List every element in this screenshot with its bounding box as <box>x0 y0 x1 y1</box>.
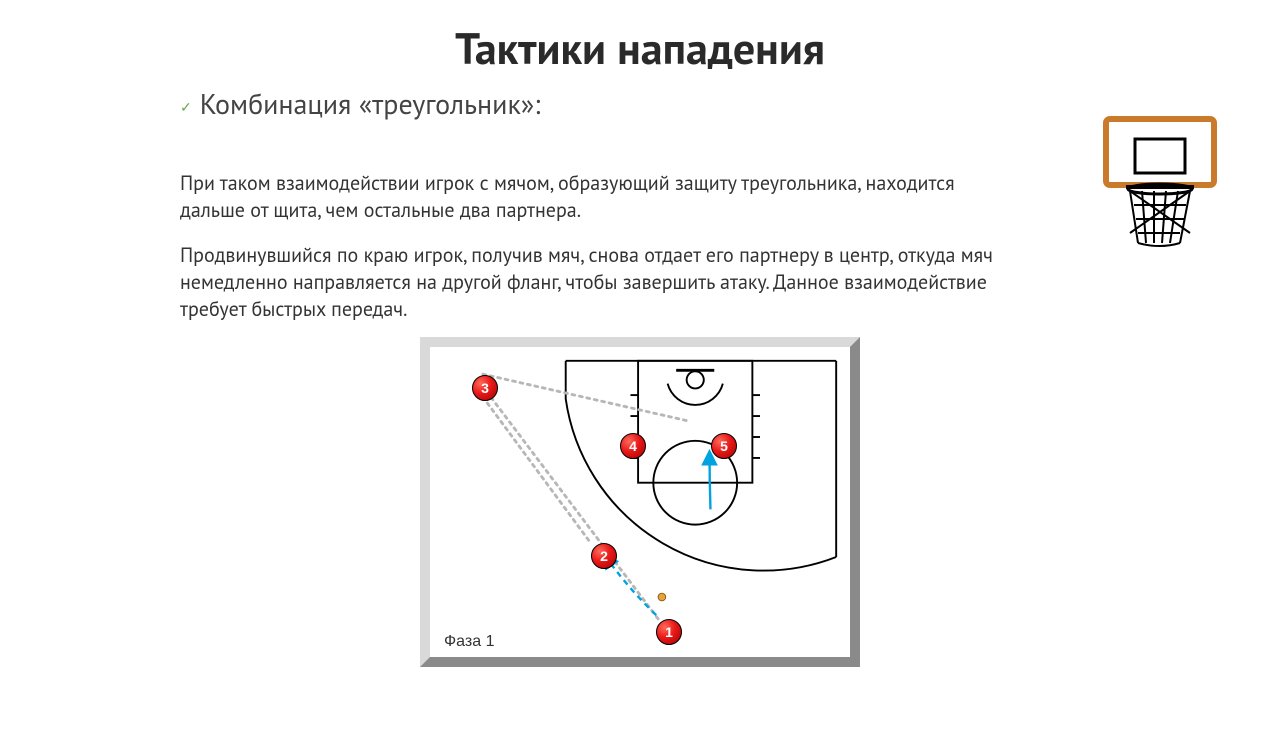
diagram-frame: 1 2 3 4 5 Фаза 1 <box>420 337 860 667</box>
player-4: 4 <box>620 433 646 459</box>
diagram-caption: Фаза 1 <box>444 633 494 651</box>
player-3: 3 <box>472 375 498 401</box>
basketball-hoop-icon <box>1100 115 1220 255</box>
player-5: 5 <box>711 433 737 459</box>
subtitle-text: Комбинация «треугольник»: <box>200 85 541 122</box>
check-icon: ✓ <box>180 98 192 116</box>
player-1: 1 <box>656 619 682 645</box>
page-title: Тактики нападения <box>0 20 1280 77</box>
player-2: 2 <box>591 543 617 569</box>
court-svg <box>440 357 840 650</box>
play-diagram: 1 2 3 4 5 Фаза 1 <box>420 337 860 667</box>
paragraph-2: Продвинувшийся по краю игрок, получив мя… <box>180 242 1000 323</box>
paragraph-1: При таком взаимодействии игрок с мячом, … <box>180 170 1000 224</box>
